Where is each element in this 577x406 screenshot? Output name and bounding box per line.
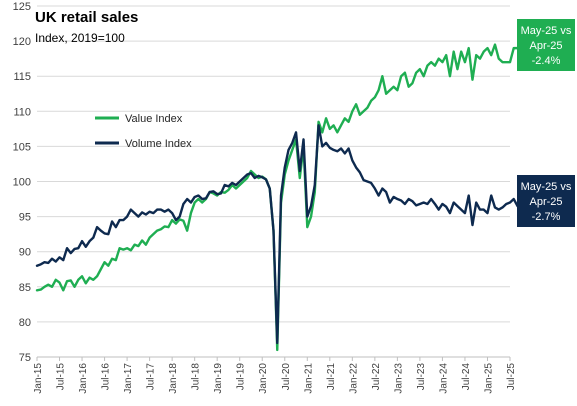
y-tick-label: 110 — [13, 106, 31, 118]
y-tick-label: 75 — [19, 352, 31, 364]
y-tick-label: 120 — [13, 36, 31, 48]
x-tick-label: Jan-17 — [123, 363, 134, 394]
x-tick-label: Jul-17 — [146, 363, 157, 391]
y-tick-label: 85 — [19, 282, 31, 294]
x-tick-label: Jul-21 — [326, 363, 337, 391]
chart-subtitle: Index, 2019=100 — [35, 31, 125, 45]
annotation-box: May-25 vs Apr-25 -2.7% — [517, 175, 575, 227]
annotation-text: -2.7% — [532, 211, 561, 223]
x-tick-label: Jul-19 — [236, 363, 247, 391]
gridlines — [37, 5, 510, 358]
y-axis-tick-labels: 75 80 85 90 95 100 105 110 115 120 125 — [13, 1, 31, 364]
y-tick-label: 105 — [13, 141, 31, 153]
y-tick-label: 90 — [19, 247, 31, 259]
x-tick-label: Jul-16 — [101, 363, 112, 391]
x-tick-label: Jul-22 — [371, 363, 382, 391]
annotation-box: May-25 vs Apr-25 -2.4% — [517, 19, 575, 71]
annotation-text: -2.4% — [532, 55, 561, 67]
chart-title: UK retail sales — [35, 9, 138, 26]
legend-label: Volume Index — [125, 138, 192, 150]
y-tick-label: 115 — [13, 71, 31, 83]
x-tick-label: Jan-15 — [33, 363, 44, 394]
y-tick-label: 95 — [19, 212, 31, 224]
y-tick-label: 80 — [19, 317, 31, 329]
x-tick-label: Jul-18 — [191, 363, 202, 391]
x-tick-label: Jan-21 — [303, 363, 314, 394]
x-tick-label: Jan-24 — [438, 363, 449, 394]
legend: Value Index Volume Index — [95, 113, 192, 150]
legend-label: Value Index — [125, 113, 183, 125]
x-tick-label: Jul-15 — [56, 363, 67, 391]
annotation-text: May-25 vs — [521, 25, 572, 37]
x-tick-label: Jan-20 — [258, 363, 269, 394]
annotation-text: Apr-25 — [529, 40, 562, 52]
x-tick-label: Jul-23 — [416, 363, 427, 391]
x-tick-label: Jan-19 — [213, 363, 224, 394]
x-tick-label: Jan-22 — [348, 363, 359, 394]
x-tick-label: Jul-24 — [461, 363, 472, 391]
x-tick-label: Jan-16 — [78, 363, 89, 394]
annotation-background — [517, 175, 575, 227]
annotation-background — [517, 19, 575, 71]
x-axis: Jan-15 Jul-15 Jan-16 Jul-16 Jan-17 Jul-17 Jan-… — [33, 356, 517, 394]
annotation-text: May-25 vs — [521, 181, 572, 193]
x-tick-label: Jul-25 — [506, 363, 517, 391]
x-tick-label: Jan-23 — [393, 363, 404, 394]
y-tick-label: 100 — [13, 177, 31, 189]
series-lines — [35, 38, 545, 352]
x-tick-label: Jul-20 — [281, 363, 292, 391]
annotation-boxes: May-25 vs Apr-25 -2.4% May-25 vs Apr-25 -2.7% — [517, 19, 575, 227]
x-tick-label: Jan-18 — [168, 363, 179, 394]
x-tick-label: Jan-25 — [483, 363, 494, 394]
y-tick-label: 125 — [13, 1, 31, 13]
series-line-volume-index — [35, 124, 545, 345]
annotation-text: Apr-25 — [529, 196, 562, 208]
